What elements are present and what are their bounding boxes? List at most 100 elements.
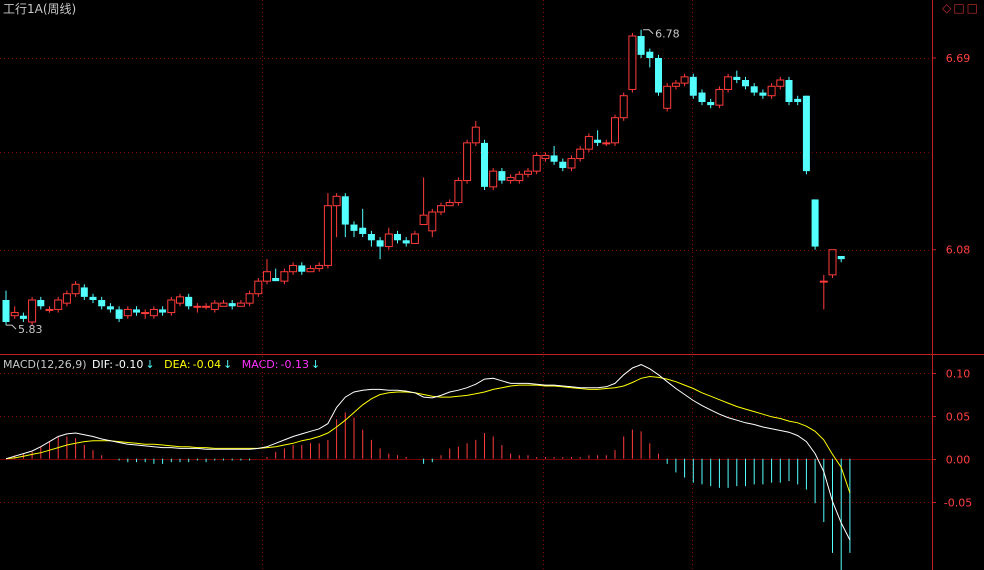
candle-body — [698, 92, 706, 102]
candle-body — [506, 176, 515, 182]
dif-value: -0.10 — [114, 358, 144, 371]
candle-body — [594, 139, 602, 143]
candle-body — [576, 148, 585, 160]
macd-label: MACD: — [241, 358, 279, 371]
candle-body — [384, 233, 393, 248]
candle-body — [315, 264, 324, 270]
candle-body — [54, 299, 63, 310]
candle-body — [584, 136, 593, 150]
candle-body — [541, 154, 550, 160]
candle-body — [481, 142, 488, 187]
candle-body — [733, 76, 741, 80]
candle-body — [115, 309, 123, 319]
candle-body — [62, 293, 71, 304]
candle-body — [689, 76, 697, 96]
candle-body — [759, 92, 767, 96]
candle-body — [767, 85, 776, 97]
candle-body — [394, 234, 401, 241]
candle-body — [45, 308, 54, 311]
candle-body — [141, 312, 150, 315]
candle-body — [837, 256, 845, 260]
candle-body — [515, 173, 524, 182]
candle-body — [367, 234, 375, 241]
dea-label: DEA: — [164, 358, 191, 371]
candle-body — [341, 196, 349, 225]
candle-body — [98, 300, 106, 307]
candle-body — [289, 264, 298, 273]
candle-body — [402, 240, 410, 244]
candle-body — [323, 205, 332, 266]
candle-body — [19, 315, 27, 319]
y-tick-label: 0.05 — [946, 411, 971, 424]
candle-body — [263, 271, 271, 282]
y-tick-label: -0.05 — [944, 497, 972, 510]
candle-body — [802, 95, 810, 172]
diamond-icon[interactable]: ◇ — [942, 1, 954, 15]
candle-body — [332, 195, 341, 207]
square-icon[interactable]: □ — [953, 1, 967, 15]
candle-body — [463, 142, 472, 182]
y-tick-label: 0.10 — [946, 368, 971, 381]
candle-body — [794, 98, 802, 102]
candle-body — [715, 88, 724, 106]
candle-body — [376, 240, 384, 247]
candle-body — [646, 51, 654, 58]
macd-value: -0.13 — [280, 358, 309, 371]
macd-header: MACD(12,26,9) DIF: -0.10 ↓ DEA: -0.04 ↓ MACD… — [3, 358, 322, 372]
candle-body — [37, 300, 45, 307]
candle-body — [550, 155, 558, 162]
candle-body — [176, 296, 184, 304]
candle-body — [655, 58, 662, 93]
candle-body — [350, 224, 358, 231]
low-marker — [6, 324, 17, 330]
dif-line — [5, 364, 851, 541]
candle-body — [524, 170, 532, 175]
candle-body — [89, 296, 97, 300]
candle-body — [707, 102, 715, 106]
dea-value: -0.04 — [192, 358, 222, 371]
candle-body — [628, 35, 637, 90]
candle-body — [159, 309, 167, 313]
chart-title: 工行1A(周线) — [3, 2, 77, 16]
square-icon[interactable]: □ — [966, 1, 980, 15]
candle-body — [245, 293, 254, 304]
window-controls[interactable]: ◇□□ — [942, 1, 980, 15]
candle-body — [680, 76, 689, 84]
macd-name: MACD(12,26,9) — [3, 358, 87, 371]
candle-body — [71, 283, 80, 295]
candle-body — [228, 303, 236, 307]
dif-label: DIF: — [92, 358, 113, 371]
candle-body — [254, 280, 263, 295]
candle-body — [663, 85, 672, 109]
candle-body — [202, 305, 211, 308]
candle-body — [280, 271, 289, 282]
candle-body — [306, 268, 315, 273]
candle-body — [437, 205, 445, 213]
low-annotation: 5.83 — [18, 323, 43, 336]
candle-body — [419, 214, 428, 226]
candle-body — [359, 227, 367, 234]
candle-body — [185, 296, 193, 307]
candle-body — [236, 302, 245, 307]
y-tick-label: 6.69 — [946, 52, 971, 65]
candle-body — [2, 300, 10, 322]
candle-body — [785, 80, 793, 102]
candle-body — [28, 299, 37, 323]
candle-body — [219, 302, 228, 307]
y-tick-label: 6.08 — [946, 244, 971, 257]
dea-arrow: ↓ — [223, 358, 233, 371]
candle-body — [498, 171, 506, 181]
y-tick-label: 0.00 — [946, 454, 971, 467]
candle-body — [724, 76, 733, 90]
candle-body — [410, 233, 419, 244]
high-annotation: 6.78 — [655, 28, 680, 41]
candle-body — [619, 95, 628, 119]
candle-body — [750, 86, 758, 93]
candle-body — [559, 161, 567, 168]
candle-body — [80, 287, 88, 297]
candle-body — [602, 142, 611, 145]
candle-body — [811, 199, 819, 247]
candle-body — [671, 82, 680, 87]
candle-body — [828, 249, 837, 276]
